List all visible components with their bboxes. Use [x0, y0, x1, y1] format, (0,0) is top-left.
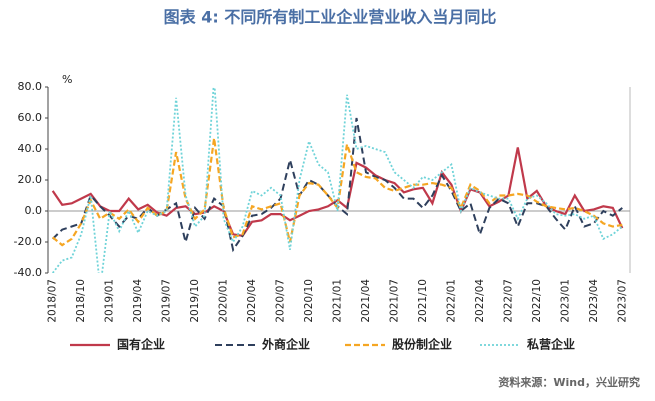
- legend-label: 私营企业: [526, 337, 575, 352]
- x-tick-label: 2021/10: [417, 279, 429, 323]
- legend-label: 股份制企业: [392, 337, 452, 352]
- y-tick-label: 80.0: [18, 80, 43, 93]
- legend-label: 外商企业: [262, 337, 310, 352]
- x-tick-label: 2023/07: [616, 279, 628, 323]
- legend-label: 国有企业: [117, 337, 165, 352]
- plot-area: [51, 87, 624, 273]
- y-tick-label: -40.0: [14, 266, 42, 279]
- x-tick-label: 2021/01: [332, 279, 344, 323]
- x-tick-label: 2020/04: [246, 279, 258, 323]
- x-tick-label: 2022/04: [474, 279, 486, 323]
- x-tick-label: 2020/10: [303, 279, 315, 323]
- x-tick-label: 2018/10: [75, 279, 87, 323]
- x-tick-label: 2019/01: [104, 279, 116, 323]
- x-tick-label: 2023/01: [559, 279, 571, 323]
- x-tick-label: 2020/07: [275, 279, 287, 323]
- x-tick-label: 2019/04: [132, 279, 144, 323]
- y-tick-label: 20.0: [18, 173, 43, 186]
- x-tick-label: 2023/04: [588, 279, 600, 323]
- y-tick-label: 60.0: [18, 111, 43, 124]
- x-tick-label: 2019/07: [161, 279, 173, 323]
- chart-title: 图表 4: 不同所有制工业企业营业收入当月同比: [164, 8, 497, 27]
- x-tick-label: 2022/01: [445, 279, 457, 323]
- y-tick-label: -20.0: [14, 235, 42, 248]
- x-tick-label: 2021/04: [360, 279, 372, 323]
- y-tick-label: 0.0: [25, 204, 43, 217]
- x-tick-label: 2019/10: [189, 279, 201, 323]
- y-tick-label: 40.0: [18, 142, 43, 155]
- source: 资料来源：Wind，兴业研究: [498, 375, 640, 389]
- x-tick-label: 2018/07: [47, 279, 59, 323]
- x-tick-label: 2022/07: [502, 279, 514, 323]
- series-line: [51, 147, 624, 237]
- x-tick-label: 2020/01: [218, 279, 230, 323]
- series-line: [51, 87, 623, 273]
- y-unit: %: [62, 73, 72, 86]
- series-line: [52, 117, 623, 253]
- x-tick-label: 2021/07: [388, 279, 400, 323]
- x-tick-label: 2022/10: [531, 279, 543, 323]
